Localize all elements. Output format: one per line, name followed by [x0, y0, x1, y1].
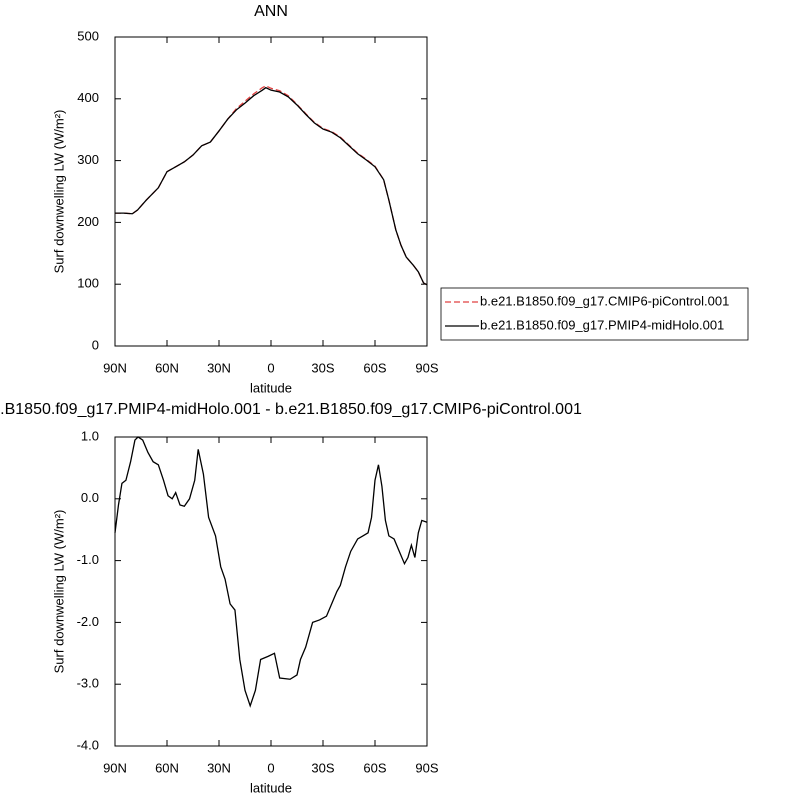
data-line [114, 436, 428, 708]
y-tick-label: 100 [77, 276, 99, 291]
chart-title: b.e21.B1850.f09_g17.PMIP4-midHolo.001 - … [0, 401, 582, 418]
y-tick-label: 0 [92, 337, 99, 352]
data-line [115, 85, 428, 286]
legend-box [440, 287, 749, 341]
data-line [115, 86, 428, 286]
y-tick-label: -4.0 [77, 737, 99, 752]
x-tick-label: 60N [155, 760, 179, 775]
x-tick-label: 60S [363, 360, 386, 375]
x-axis-label: latitude [250, 380, 292, 395]
x-tick-label: 60N [155, 360, 179, 375]
x-tick-label: 0 [267, 360, 274, 375]
x-tick-label: 90S [415, 760, 438, 775]
y-tick-label: 1.0 [81, 428, 99, 443]
x-tick-label: 30S [311, 360, 334, 375]
y-tick-label: -1.0 [77, 552, 99, 567]
legend-label: b.e21.B1850.f09_g17.CMIP6-piControl.001 [480, 293, 729, 308]
legend-label: b.e21.B1850.f09_g17.PMIP4-midHolo.001 [480, 317, 724, 332]
plot-frame [114, 436, 428, 747]
y-tick-label: 500 [77, 28, 99, 43]
x-tick-label: 0 [267, 760, 274, 775]
x-tick-label: 90N [103, 360, 127, 375]
y-tick-label: 200 [77, 214, 99, 229]
y-tick-label: -2.0 [77, 614, 99, 629]
chart-title: ANN [254, 3, 288, 20]
x-tick-label: 30S [311, 760, 334, 775]
y-tick-label: -3.0 [77, 676, 99, 691]
x-tick-label: 90N [103, 760, 127, 775]
x-tick-label: 30N [207, 760, 231, 775]
x-tick-label: 90S [415, 360, 438, 375]
y-tick-label: 400 [77, 90, 99, 105]
y-axis-label: Surf downwelling LW (W/m²) [51, 110, 66, 274]
x-tick-label: 60S [363, 760, 386, 775]
plot-frame [114, 36, 428, 347]
x-tick-label: 30N [207, 360, 231, 375]
x-axis-label: latitude [250, 780, 292, 795]
y-tick-label: 300 [77, 152, 99, 167]
y-tick-label: 0.0 [81, 490, 99, 505]
y-axis-label: Surf downwelling LW (W/m²) [51, 510, 66, 674]
